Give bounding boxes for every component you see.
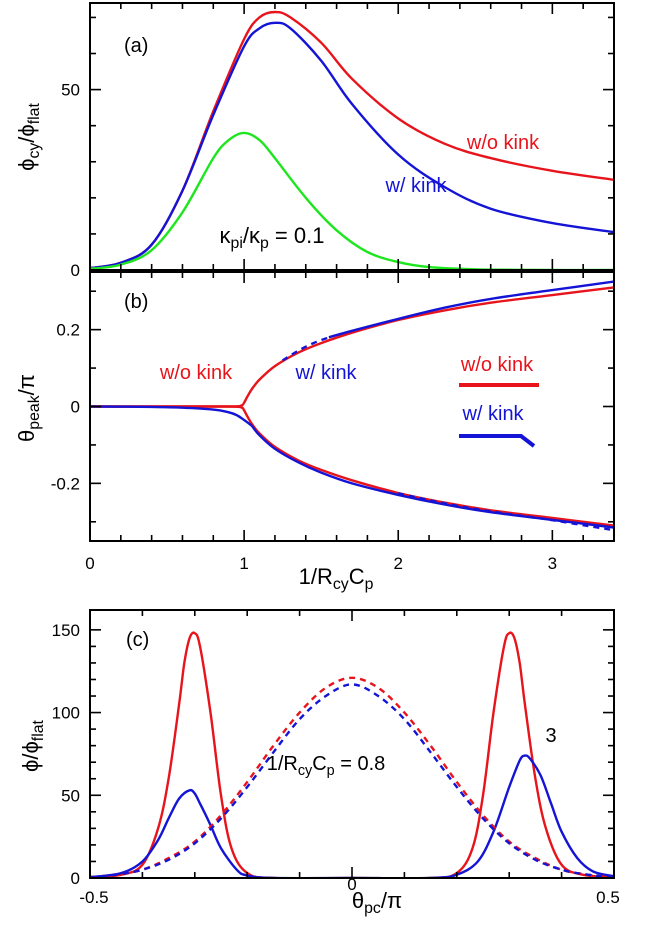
text-part: /κ [243, 223, 261, 248]
y-tick-label: 100 [52, 704, 80, 723]
panel-a: 0 50 (a) ϕcy/ϕflat w/o kink w/ kink κpi/κp = 0… [14, 2, 615, 280]
panel-label: (c) [126, 629, 149, 651]
text-part: peak [26, 395, 43, 429]
series-line [90, 131, 614, 270]
series-line [281, 336, 330, 362]
annotation-w-kink: w/ kink [384, 175, 447, 197]
series-line [90, 405, 253, 427]
text-part: ϕ/ϕ [18, 741, 43, 772]
text-part: pc [364, 900, 381, 917]
series-line [90, 631, 614, 878]
y-tick-label: 0 [71, 261, 80, 280]
annotation-3: 3 [545, 725, 556, 747]
text-part: p [327, 763, 335, 779]
y-tick-label: -0.2 [51, 474, 80, 493]
series-line [90, 676, 614, 878]
x-tick-label: 0 [85, 554, 94, 573]
text-part: = 0.1 [269, 223, 325, 248]
text-part: ϕ [14, 159, 39, 171]
text-part: /π [381, 888, 402, 913]
text-part: flat [30, 719, 47, 741]
x-tick-label: 0.5 [596, 888, 620, 907]
plot-frame [89, 609, 615, 879]
annotation-wo-kink: w/o kink [159, 362, 233, 384]
text-part: p [365, 576, 374, 593]
text-part: cy [26, 143, 43, 159]
y-tick-label: 50 [61, 81, 80, 100]
x-tick-label: 0 [347, 875, 356, 894]
x-tick-label: 3 [548, 554, 557, 573]
text-part: θ [352, 888, 364, 913]
text-part: 1/R [299, 564, 333, 589]
text-part: κ [220, 223, 232, 248]
series-line [250, 424, 614, 529]
annotation-w-kink: w/ kink [294, 362, 357, 384]
series-line [90, 683, 614, 878]
series-line [90, 286, 614, 408]
annotation-wo-kink: w/o kink [466, 132, 540, 154]
x-axis-label: 1/RcyCp [299, 564, 374, 593]
text-part: cy [333, 576, 349, 593]
y-tick-label: 50 [61, 786, 80, 805]
x-tick-label: 2 [394, 554, 403, 573]
panel-label: (b) [124, 291, 148, 313]
y-axis-label: ϕcy/ϕflat [14, 103, 43, 171]
y-tick-label: 0.2 [56, 321, 80, 340]
text-part: C [349, 564, 365, 589]
panel-label: (a) [124, 35, 148, 57]
annotation-kappa-ratio: κpi/κp = 0.1 [220, 223, 325, 252]
panel-b: -0.2 0 0.2 0 1 2 3 (b) θpeak/π 1/RcyCp w/o kink w/ … [14, 271, 615, 593]
plot-frame [89, 2, 615, 271]
panel-c: 050100150-0.500.5(c)ϕ/ϕflatθpc/π1/RcyCp … [18, 609, 620, 917]
text-part: C [312, 753, 326, 775]
text-part: 1/R [267, 753, 298, 775]
legend-label-wo-kink: w/o kink [460, 354, 534, 376]
text-part: flat [26, 103, 43, 125]
annotation-rcycp-08: 1/RcyCp = 0.8 [267, 753, 386, 779]
text-part: /π [14, 374, 39, 395]
text-part: p [260, 235, 269, 252]
series-line [328, 280, 614, 339]
series-line [90, 21, 614, 270]
y-tick-label: 0 [71, 869, 80, 888]
series-line [397, 492, 614, 532]
text-part: = 0.8 [335, 753, 386, 775]
y-tick-label: 150 [52, 621, 80, 640]
series-line [90, 754, 614, 878]
y-tick-label: 0 [71, 398, 80, 417]
y-axis-label: ϕ/ϕflat [18, 719, 47, 771]
text-part: /ϕ [14, 124, 39, 142]
text-part: pi [231, 235, 243, 252]
y-axis-label: θpeak/π [14, 374, 43, 442]
x-tick-label: -0.5 [79, 888, 108, 907]
legend-label-w-kink: w/ kink [461, 403, 524, 425]
text-part: cy [298, 763, 313, 779]
text-part: θ [14, 430, 39, 442]
series-line [90, 405, 614, 527]
x-tick-label: 1 [239, 554, 248, 573]
x-axis-label: θpc/π [352, 888, 402, 917]
legend-line-w-kink [459, 434, 536, 448]
